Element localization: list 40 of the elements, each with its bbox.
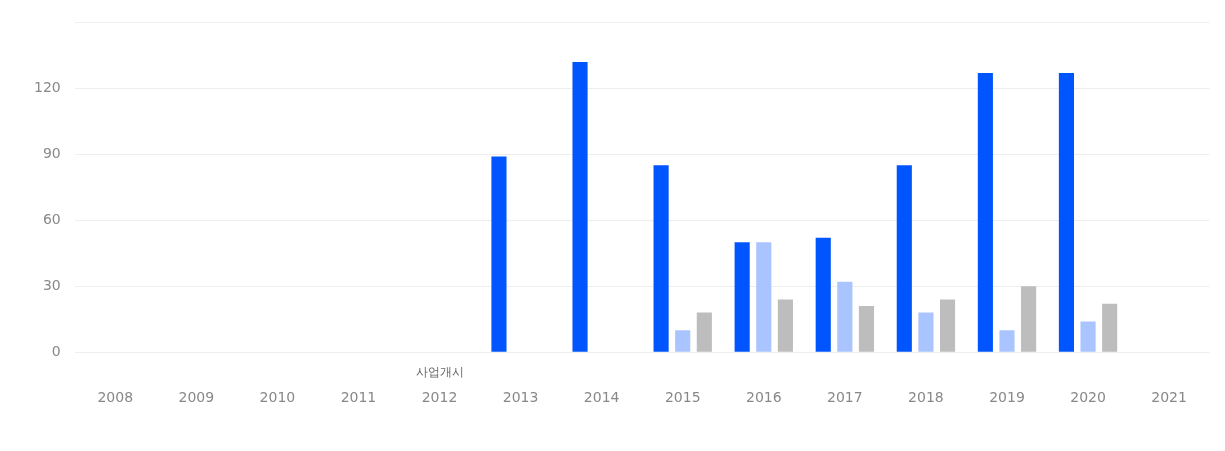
x-tick-label: 2013 [502,389,539,406]
bar [734,242,750,352]
bar [896,165,912,352]
bar [837,281,853,352]
bar [491,156,507,352]
bar [918,312,934,352]
x-tick-label: 2021 [1151,389,1187,406]
y-tick-label: 120 [33,79,61,95]
text: 사업개시 [415,365,464,380]
bar [653,165,669,352]
x-tick-label: 2008 [97,389,134,406]
bar [939,299,956,352]
bar [1021,286,1037,352]
bar [756,242,772,352]
x-tick-label: 2020 [1070,389,1106,406]
x-tick-label: 2019 [989,389,1025,406]
bar [777,299,793,352]
bar [999,330,1015,352]
bar [815,237,831,352]
y-tick-label: 0 [51,342,61,359]
x-tick-label: 2012 [421,389,458,406]
x-tick-label: 2010 [259,389,296,406]
bar [977,72,993,352]
bar [1058,72,1074,352]
x-tick-label: 2015 [664,389,701,406]
bar [572,61,588,352]
x-tick-label: 2014 [583,389,620,406]
y-tick-label: 90 [42,144,61,161]
x-tick-label: 2018 [908,389,944,406]
bar [1102,303,1118,352]
y-tick-label: 30 [42,276,61,293]
y-tick-label: 60 [42,210,61,227]
x-tick-label: 2016 [745,389,782,406]
x-tick-label: 2009 [178,389,215,406]
bar [696,312,712,352]
x-tick-label: 2011 [340,389,377,406]
bar [858,306,875,352]
bar [675,330,691,352]
x-tick-label: 2017 [827,389,863,406]
bar [1080,321,1096,352]
